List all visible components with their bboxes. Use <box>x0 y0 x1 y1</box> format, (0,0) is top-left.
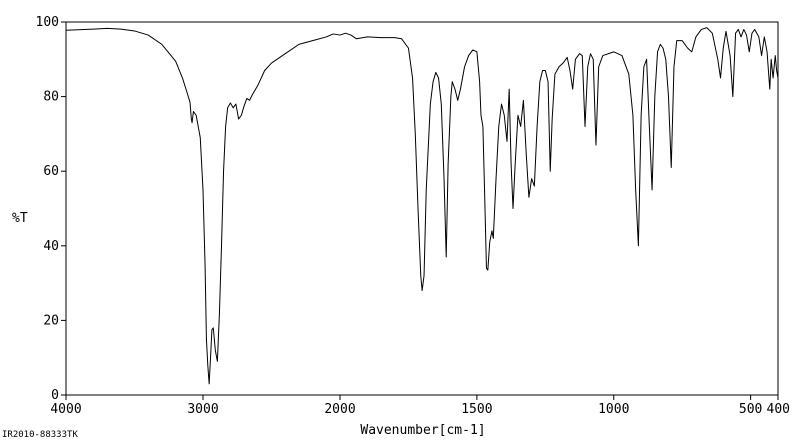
plot-frame <box>65 21 779 396</box>
x-tick-label: 400 <box>767 402 790 417</box>
x-tick-label: 4000 <box>50 402 81 417</box>
footer-code: IR2010-88333TK <box>2 430 78 440</box>
x-tick-label: 500 <box>739 402 762 417</box>
y-tick-label: 20 <box>43 313 59 328</box>
y-tick-label: 0 <box>51 388 59 403</box>
x-tick-label: 1000 <box>598 402 629 417</box>
x-axis-label: Wavenumber[cm-1] <box>360 423 485 438</box>
x-axis: 4000 3000 2000 1500 1000 500 400 <box>50 395 790 417</box>
spectrum-line <box>65 27 779 385</box>
y-axis: 0 20 40 60 80 100 <box>36 15 66 403</box>
y-axis-label: %T <box>12 211 28 226</box>
x-tick-label: 3000 <box>187 402 218 417</box>
series-layer <box>65 27 779 385</box>
y-tick-label: 100 <box>36 15 59 30</box>
y-tick-label: 40 <box>43 239 59 254</box>
y-tick-label: 80 <box>43 90 59 105</box>
x-tick-label: 2000 <box>324 402 355 417</box>
x-tick-label: 1500 <box>461 402 492 417</box>
y-tick-label: 60 <box>43 164 59 179</box>
